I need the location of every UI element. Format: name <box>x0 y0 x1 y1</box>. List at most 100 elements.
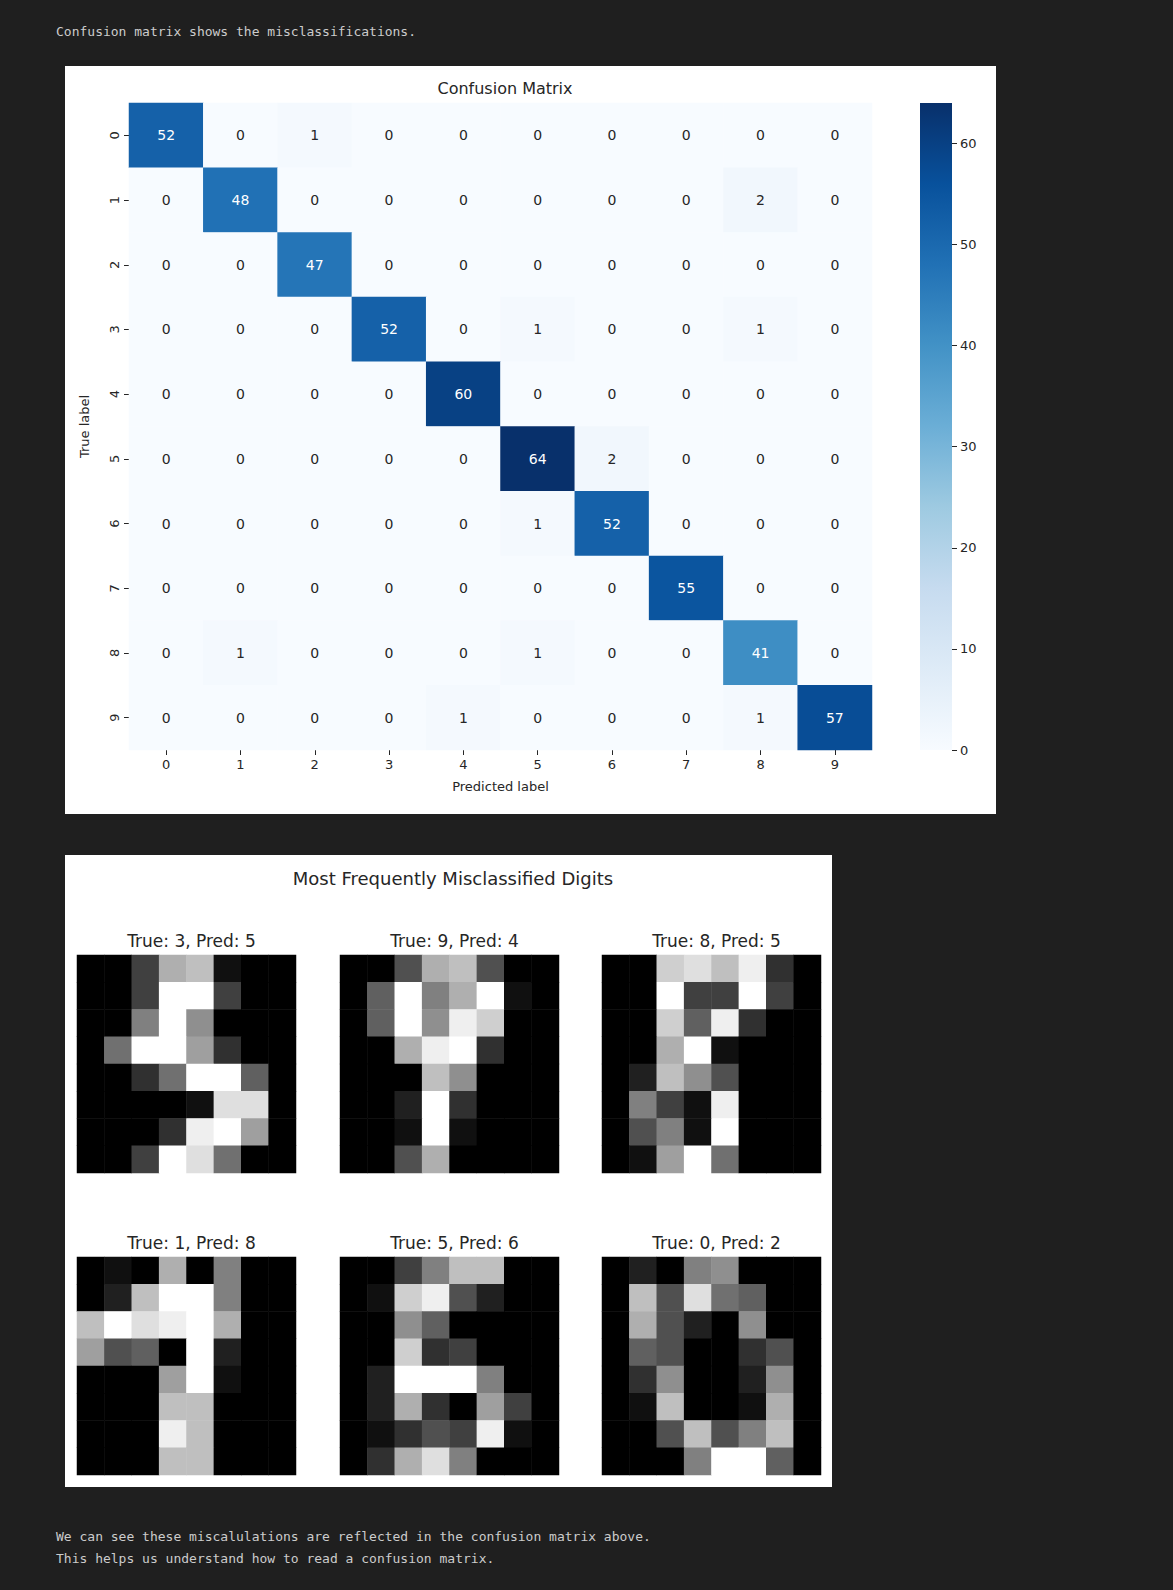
svg-text:0: 0 <box>756 386 765 402</box>
svg-text:0: 0 <box>310 645 319 661</box>
svg-text:0: 0 <box>310 580 319 596</box>
svg-text:2: 2 <box>756 192 765 208</box>
svg-text:0: 0 <box>236 257 245 273</box>
svg-text:0: 0 <box>830 257 839 273</box>
svg-text:Predicted label: Predicted label <box>452 779 549 794</box>
svg-text:50: 50 <box>960 237 977 252</box>
svg-text:60: 60 <box>454 386 472 402</box>
svg-text:0: 0 <box>459 451 468 467</box>
svg-text:True label: True label <box>77 395 92 459</box>
svg-text:0: 0 <box>162 645 171 661</box>
svg-text:0: 0 <box>756 257 765 273</box>
svg-text:0: 0 <box>756 127 765 143</box>
svg-text:0: 0 <box>162 321 171 337</box>
svg-text:0: 0 <box>236 580 245 596</box>
svg-text:0: 0 <box>682 451 691 467</box>
svg-text:0: 0 <box>682 710 691 726</box>
svg-text:0: 0 <box>682 645 691 661</box>
svg-text:5: 5 <box>107 455 122 463</box>
svg-text:0: 0 <box>162 192 171 208</box>
svg-text:0: 0 <box>533 192 542 208</box>
svg-text:0: 0 <box>756 451 765 467</box>
svg-text:0: 0 <box>682 192 691 208</box>
svg-text:0: 0 <box>830 516 839 532</box>
svg-text:6: 6 <box>608 757 616 772</box>
svg-text:0: 0 <box>830 127 839 143</box>
svg-text:0: 0 <box>236 516 245 532</box>
svg-text:52: 52 <box>380 321 398 337</box>
svg-text:1: 1 <box>310 127 319 143</box>
svg-text:0: 0 <box>533 580 542 596</box>
svg-text:0: 0 <box>310 321 319 337</box>
svg-text:52: 52 <box>603 516 621 532</box>
svg-text:9: 9 <box>831 757 839 772</box>
svg-text:4: 4 <box>459 757 467 772</box>
svg-text:0: 0 <box>385 645 394 661</box>
svg-text:0: 0 <box>310 710 319 726</box>
svg-text:0: 0 <box>756 516 765 532</box>
svg-text:0: 0 <box>533 257 542 273</box>
svg-text:48: 48 <box>232 192 250 208</box>
svg-text:9: 9 <box>107 714 122 722</box>
svg-text:0: 0 <box>385 451 394 467</box>
svg-text:1: 1 <box>236 645 245 661</box>
svg-text:Confusion Matrix: Confusion Matrix <box>437 79 572 98</box>
svg-text:0: 0 <box>236 321 245 337</box>
svg-text:0: 0 <box>385 386 394 402</box>
svg-text:0: 0 <box>385 192 394 208</box>
svg-text:0: 0 <box>162 451 171 467</box>
svg-text:0: 0 <box>607 645 616 661</box>
svg-text:0: 0 <box>310 386 319 402</box>
svg-text:0: 0 <box>756 580 765 596</box>
svg-text:0: 0 <box>236 127 245 143</box>
svg-text:52: 52 <box>157 127 175 143</box>
svg-text:0: 0 <box>459 257 468 273</box>
svg-text:0: 0 <box>607 580 616 596</box>
svg-text:True: 5, Pred: 6: True: 5, Pred: 6 <box>389 1233 519 1253</box>
svg-text:0: 0 <box>682 257 691 273</box>
svg-text:0: 0 <box>459 580 468 596</box>
svg-text:0: 0 <box>960 743 968 758</box>
svg-text:0: 0 <box>682 127 691 143</box>
svg-text:2: 2 <box>607 451 616 467</box>
svg-text:0: 0 <box>385 710 394 726</box>
svg-text:1: 1 <box>107 196 122 204</box>
svg-text:0: 0 <box>162 386 171 402</box>
svg-text:0: 0 <box>162 580 171 596</box>
svg-text:5: 5 <box>534 757 542 772</box>
svg-text:6: 6 <box>107 519 122 527</box>
svg-text:0: 0 <box>107 131 122 139</box>
svg-text:0: 0 <box>607 257 616 273</box>
svg-text:0: 0 <box>533 386 542 402</box>
svg-text:0: 0 <box>607 192 616 208</box>
svg-text:1: 1 <box>236 757 244 772</box>
svg-text:0: 0 <box>310 451 319 467</box>
svg-text:10: 10 <box>960 641 977 656</box>
svg-text:3: 3 <box>107 325 122 333</box>
svg-text:0: 0 <box>310 516 319 532</box>
svg-text:0: 0 <box>385 257 394 273</box>
svg-text:0: 0 <box>682 321 691 337</box>
svg-text:41: 41 <box>752 645 770 661</box>
svg-text:True: 8, Pred: 5: True: 8, Pred: 5 <box>651 931 781 951</box>
svg-text:0: 0 <box>385 127 394 143</box>
svg-text:0: 0 <box>162 516 171 532</box>
svg-text:30: 30 <box>960 439 977 454</box>
svg-text:0: 0 <box>830 192 839 208</box>
svg-text:1: 1 <box>459 710 468 726</box>
svg-text:8: 8 <box>107 649 122 657</box>
svg-text:0: 0 <box>236 386 245 402</box>
svg-text:0: 0 <box>459 192 468 208</box>
svg-text:True: 1, Pred: 8: True: 1, Pred: 8 <box>126 1233 256 1253</box>
svg-text:True: 9, Pred: 4: True: 9, Pred: 4 <box>389 931 519 951</box>
svg-text:57: 57 <box>826 710 844 726</box>
svg-text:0: 0 <box>607 710 616 726</box>
svg-text:0: 0 <box>830 580 839 596</box>
svg-text:1: 1 <box>533 516 542 532</box>
svg-text:1: 1 <box>533 645 542 661</box>
svg-text:0: 0 <box>385 580 394 596</box>
svg-text:4: 4 <box>107 390 122 398</box>
svg-text:1: 1 <box>533 321 542 337</box>
svg-text:7: 7 <box>107 584 122 592</box>
svg-text:64: 64 <box>529 451 547 467</box>
